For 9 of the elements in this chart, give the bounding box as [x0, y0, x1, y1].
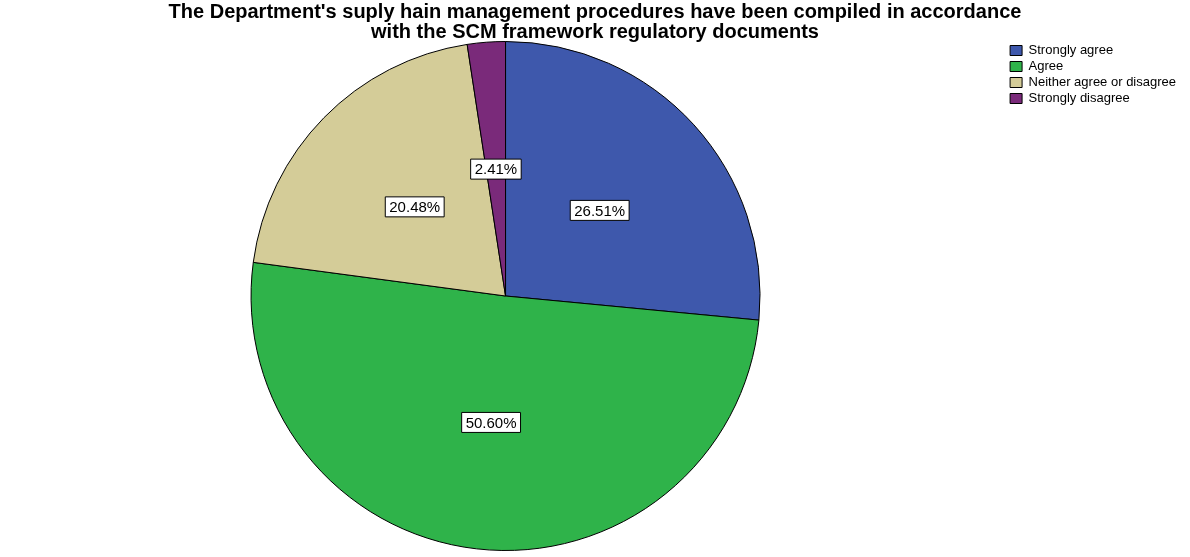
- chart-title: The Department's suply hain management procedures have been compiled in accordance with the SCM framework regulatory documents: [167, 0, 1023, 42]
- legend-label: Strongly agree: [1028, 42, 1114, 58]
- data-label: 26.51%: [574, 201, 626, 219]
- data-label: 20.48%: [389, 198, 441, 216]
- legend-label: Strongly disagree: [1028, 90, 1130, 106]
- data-label: 50.60%: [465, 413, 517, 431]
- legend-label: Agree: [1028, 58, 1064, 74]
- legend-label: Neither agree or disagree: [1028, 74, 1176, 90]
- data-label: 2.41%: [474, 160, 518, 178]
